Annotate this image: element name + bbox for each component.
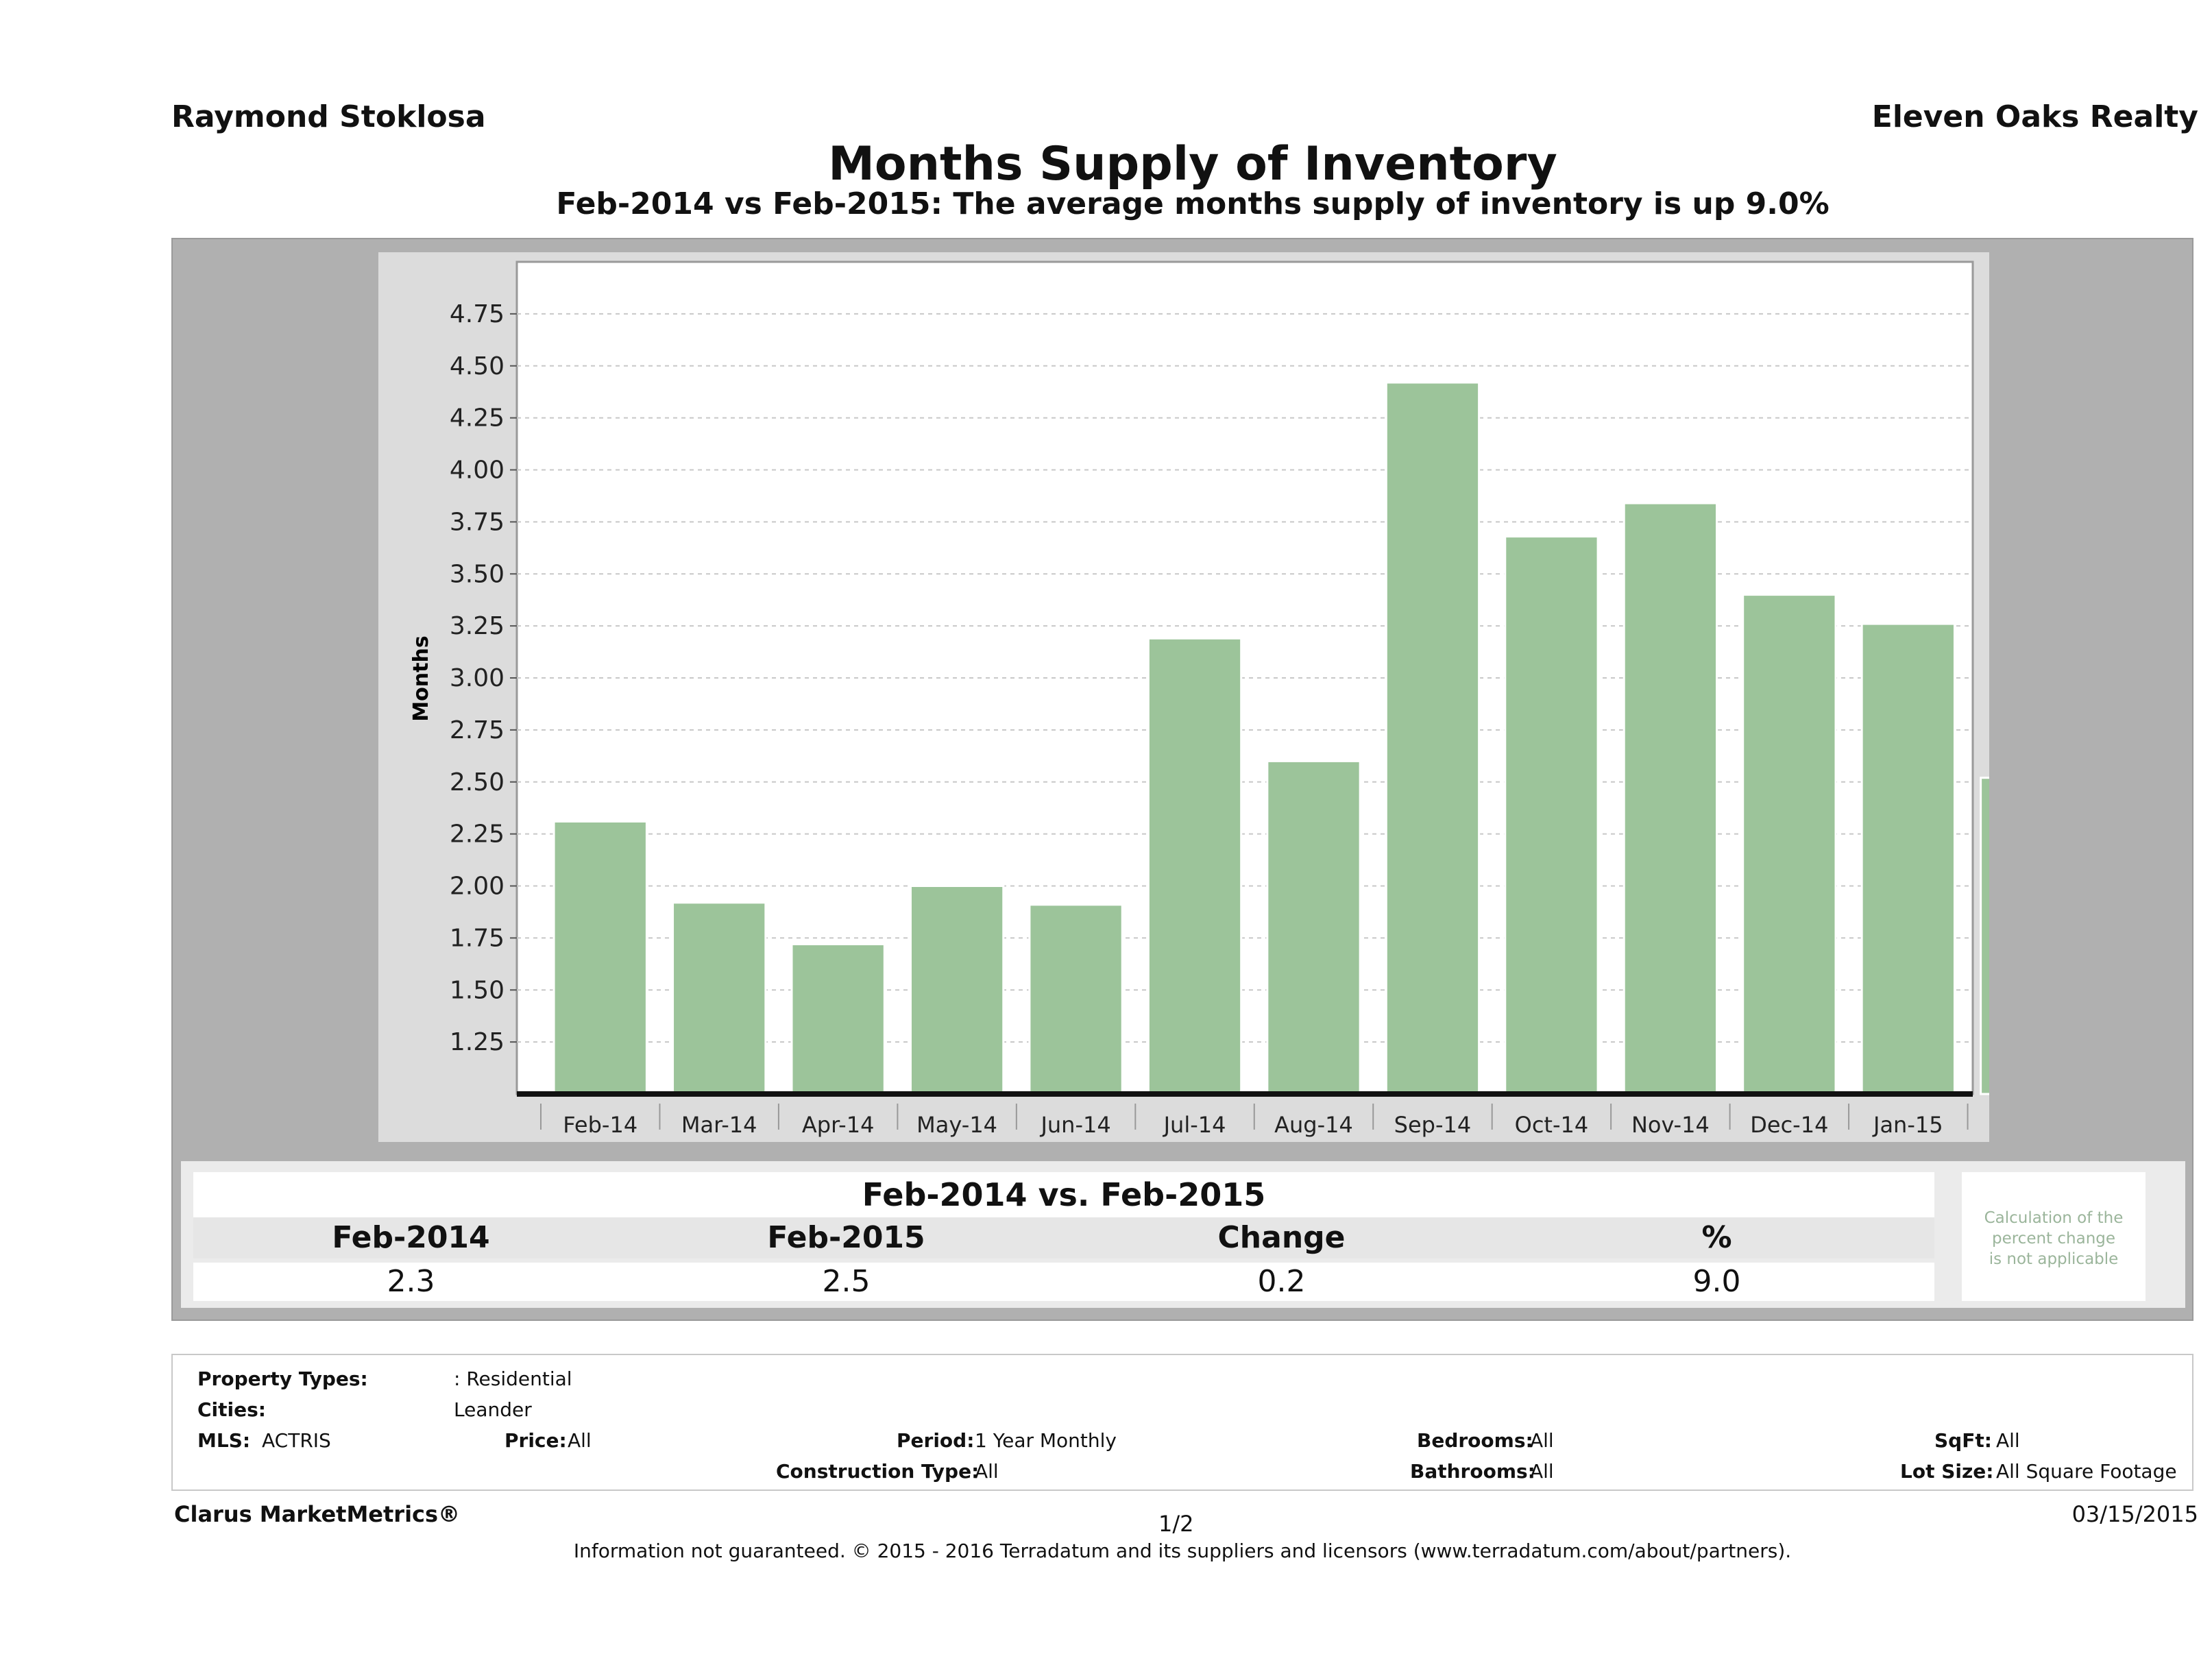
y-tick-label: 2.75 [450, 716, 505, 744]
footer-brand: Clarus MarketMetrics® [174, 1501, 461, 1527]
x-tick-label: Sep-14 [1394, 1112, 1472, 1138]
value-feb-2015: 2.5 [822, 1264, 871, 1299]
price-label: Price: [505, 1429, 567, 1452]
y-tick-label: 1.75 [450, 924, 505, 952]
x-tick-label: Jan-15 [1872, 1112, 1943, 1138]
disclaimer: Information not guaranteed. © 2015 - 201… [573, 1540, 1792, 1562]
bar [1622, 502, 1718, 1095]
note-line-1: Calculation of the [1984, 1209, 2124, 1227]
construction-type-label: Construction Type: [776, 1460, 980, 1483]
y-tick-label: 3.75 [450, 508, 505, 536]
x-tick-label: Apr-14 [802, 1112, 875, 1138]
bathrooms-label: Bathrooms: [1410, 1460, 1535, 1483]
period-value: 1 Year Monthly [975, 1429, 1117, 1452]
sqft-label: SqFt: [1934, 1429, 1992, 1452]
price-value: All [568, 1429, 592, 1452]
y-tick-label: 4.25 [450, 404, 505, 433]
bar [672, 901, 767, 1095]
comparison-header-row: Feb-2014 Feb-2015 Change % [193, 1217, 1934, 1258]
bedrooms-value: All [1530, 1429, 1554, 1452]
bar [1266, 759, 1361, 1095]
value-change: 0.2 [1257, 1264, 1306, 1299]
x-tick-label: Oct-14 [1515, 1112, 1589, 1138]
header-percent: % [1701, 1220, 1732, 1255]
bar [1147, 637, 1243, 1095]
header-feb-2015: Feb-2015 [767, 1220, 925, 1255]
comparison-value-row: 2.3 2.5 0.2 9.0 [193, 1263, 1934, 1301]
y-tick-label: 2.25 [450, 820, 505, 849]
y-tick-label: 1.25 [450, 1028, 505, 1056]
report-date: 03/15/2015 [2071, 1501, 2198, 1527]
x-tick-label: Nov-14 [1631, 1112, 1710, 1138]
y-tick-label: 4.75 [450, 300, 505, 328]
bar [1860, 622, 1956, 1095]
x-tick-label: Dec-14 [1750, 1112, 1828, 1138]
percent-change-note: Calculation of the percent change is not… [1962, 1172, 2146, 1301]
lot-size-value: All Square Footage [1996, 1460, 2177, 1483]
cities-value: Leander [454, 1398, 532, 1421]
value-feb-2014: 2.3 [387, 1264, 435, 1299]
x-tick-label: Jun-14 [1039, 1112, 1110, 1138]
period-label: Period: [897, 1429, 975, 1452]
y-tick-label: 3.00 [450, 664, 505, 692]
y-axis-label: Months [409, 635, 433, 721]
bar [1980, 777, 1989, 1095]
bar [1504, 535, 1599, 1095]
page-subtitle: Feb-2014 vs Feb-2015: The average months… [556, 186, 1830, 221]
sqft-value: All [1996, 1429, 2020, 1452]
construction-type-value: All [975, 1460, 999, 1483]
bathrooms-value: All [1530, 1460, 1554, 1483]
cities-label: Cities: [197, 1398, 266, 1421]
bars [552, 381, 1989, 1095]
lot-size-label: Lot Size: [1900, 1460, 1994, 1483]
agent-name: Raymond Stoklosa [171, 99, 486, 134]
page-title: Months Supply of Inventory [828, 137, 1557, 191]
x-tick-label: Aug-14 [1274, 1112, 1353, 1138]
x-tick-label: Mar-14 [681, 1112, 757, 1138]
bar [1742, 594, 1837, 1095]
bar-chart: 1.25 1.50 1.75 2.00 2.25 2.50 2.75 3.00 3.25 3.50… [409, 260, 1989, 1138]
property-types-value: : Residential [454, 1367, 572, 1390]
bar [1028, 903, 1123, 1095]
y-tick-label: 1.50 [450, 976, 505, 1004]
x-tick-label: Jul-14 [1163, 1112, 1226, 1138]
bedrooms-label: Bedrooms: [1417, 1429, 1533, 1452]
y-tick-label: 4.00 [450, 457, 505, 485]
y-tick-label: 4.50 [450, 352, 505, 380]
mls-value: ACTRIS [262, 1429, 331, 1452]
y-tick-label: 3.25 [450, 612, 505, 640]
bar [909, 885, 1005, 1095]
comparison-title: Feb-2014 vs. Feb-2015 [193, 1172, 1934, 1217]
header-feb-2014: Feb-2014 [332, 1220, 490, 1255]
gridlines [517, 313, 1973, 1043]
y-tick-label: 3.50 [450, 560, 505, 588]
note-line-2: percent change [1991, 1230, 2116, 1248]
value-percent: 9.0 [1692, 1264, 1741, 1299]
y-tick-label: 2.50 [450, 768, 505, 797]
x-tick-label: May-14 [916, 1112, 997, 1138]
page-number: 1/2 [1158, 1511, 1194, 1537]
bar [1385, 381, 1481, 1095]
filter-info: Property Types: : Residential Cities: Le… [171, 1354, 2193, 1491]
header-change: Change [1217, 1220, 1346, 1255]
axes: 1.25 1.50 1.75 2.00 2.25 2.50 2.75 3.00 3.25 3.50… [450, 300, 1973, 1138]
property-types-label: Property Types: [197, 1367, 368, 1390]
y-tick-label: 2.00 [450, 873, 505, 901]
brokerage-name: Eleven Oaks Realty [1871, 99, 2198, 134]
chart-panel: 1.25 1.50 1.75 2.00 2.25 2.50 2.75 3.00 3.25 3.50… [378, 252, 1989, 1142]
note-line-3: is not applicable [1989, 1250, 2119, 1268]
comparison-table: Feb-2014 vs. Feb-2015 Feb-2014 Feb-2015 … [193, 1172, 1934, 1305]
mls-label: MLS: [197, 1429, 251, 1452]
bar [552, 820, 648, 1095]
x-tick-label: Feb-14 [563, 1112, 637, 1138]
bar [790, 943, 886, 1095]
